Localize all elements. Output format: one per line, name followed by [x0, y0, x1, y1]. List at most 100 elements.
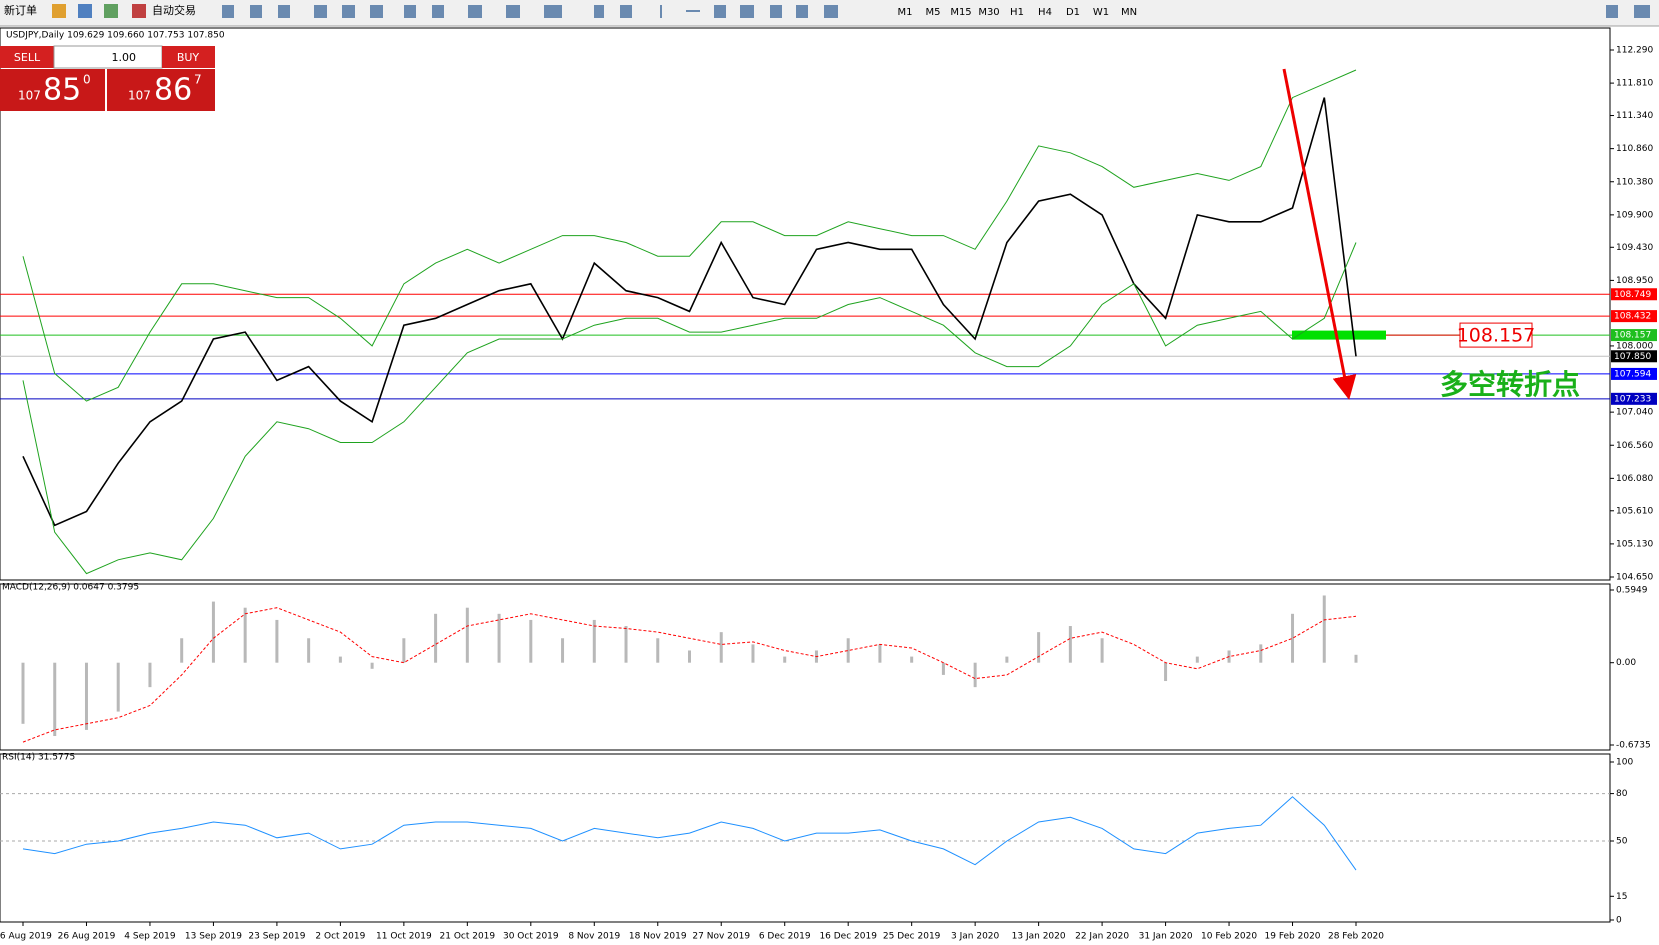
timeframe-bar: M1 M5 M15 M30 H1 H4 D1 W1 MN [898, 7, 1138, 18]
level-tag [1611, 367, 1657, 380]
sell-button[interactable] [0, 46, 54, 68]
macd-bar [1259, 644, 1263, 663]
y-tick-label: 104.650 [1616, 573, 1653, 583]
buy-price-box[interactable] [107, 69, 215, 111]
macd-bar [688, 650, 691, 663]
price-prefix: 107 [18, 89, 41, 103]
timeframe-button[interactable]: D1 [1066, 7, 1080, 18]
y-tick-label: 108.000 [1616, 341, 1653, 351]
buy-label[interactable]: BUY [177, 51, 200, 64]
buy-button[interactable] [162, 46, 215, 68]
indicator-line [22, 69, 1357, 402]
annotation-label: 108.157 [1457, 325, 1536, 347]
level-tag-label: 107.850 [1614, 352, 1651, 362]
y-tick-label: 0.5949 [1616, 586, 1648, 596]
timeframe-button[interactable]: M30 [978, 7, 999, 18]
y-tick-label: 109.430 [1616, 243, 1653, 253]
price-panel [0, 27, 1611, 581]
sell-price-box[interactable] [0, 69, 105, 111]
macd-bar [211, 601, 215, 663]
macd-bar [1322, 595, 1326, 663]
macd-bar [307, 638, 311, 663]
macd-bar [1291, 613, 1295, 663]
macd-bar [973, 662, 977, 688]
timeframe-button[interactable]: M15 [950, 7, 971, 18]
rsi-panel [0, 753, 1611, 923]
macd-panel [0, 583, 1611, 751]
new-order-button[interactable]: 新订单 [4, 3, 37, 17]
macd-bar [53, 662, 57, 737]
panel-title: RSI(14) 31.5775 [2, 753, 75, 763]
auto-trading-button[interactable]: 自动交易 [152, 3, 196, 17]
macd-bar [1164, 662, 1168, 682]
macd-bar [941, 662, 945, 675]
macd-bar [497, 613, 501, 663]
y-tick-label: 50 [1616, 837, 1628, 847]
price-big: 85 [43, 73, 81, 108]
lot-input[interactable] [53, 45, 163, 69]
icon[interactable] [132, 4, 146, 18]
timeframe-button[interactable]: H1 [1010, 7, 1024, 18]
x-tick-label: 11 Oct 2019 [376, 932, 432, 942]
timeframe-button[interactable]: M1 [898, 7, 913, 18]
x-tick-label: 13 Sep 2019 [185, 932, 242, 942]
macd-bar [878, 644, 882, 663]
indicator-line [22, 607, 1357, 743]
x-tick-label: 10 Feb 2020 [1201, 932, 1257, 942]
tool-icons [222, 5, 1650, 18]
macd-bar [116, 662, 120, 712]
x-tick-label: 19 Feb 2020 [1265, 932, 1321, 942]
level-tag [1611, 329, 1657, 342]
y-tick-label: 106.080 [1616, 474, 1653, 484]
level-tag-label: 108.749 [1614, 290, 1651, 300]
y-tick-label: 107.040 [1616, 408, 1653, 418]
macd-bar [1195, 656, 1199, 663]
chart-header: USDJPY,Daily 109.629 109.660 107.753 107… [6, 31, 225, 41]
level-tag-label: 107.594 [1614, 369, 1651, 379]
sell-label[interactable]: SELL [14, 51, 41, 64]
lot-value[interactable]: 1.00 [112, 51, 137, 64]
indicator-line [22, 796, 1357, 871]
level-tag-label: 107.233 [1614, 394, 1651, 404]
x-tick-label: 3 Jan 2020 [951, 932, 999, 942]
x-tick-label: 23 Sep 2019 [248, 932, 305, 942]
x-tick-label: 28 Feb 2020 [1328, 932, 1384, 942]
y-tick-label: 106.560 [1616, 441, 1653, 451]
y-tick-label: 0 [1616, 916, 1622, 926]
y-tick-label: 15 [1616, 892, 1627, 902]
y-tick-label: 100 [1616, 758, 1633, 768]
macd-bar [846, 638, 850, 663]
x-tick-label: 31 Jan 2020 [1139, 932, 1193, 942]
icon[interactable] [78, 4, 92, 18]
x-tick-label: 21 Oct 2019 [440, 932, 496, 942]
annotation-box [1459, 322, 1533, 348]
level-tag-label: 108.157 [1614, 331, 1651, 341]
x-tick-label: 6 Dec 2019 [759, 932, 811, 942]
timeframe-button[interactable]: H4 [1038, 7, 1052, 18]
macd-bar [719, 632, 723, 663]
macd-bar [783, 656, 787, 663]
x-tick-label: 26 Aug 2019 [58, 932, 116, 942]
icon[interactable] [104, 4, 118, 18]
macd-bar [1037, 632, 1041, 663]
icon[interactable] [52, 4, 66, 18]
price-big: 86 [154, 73, 192, 108]
macd-bar [370, 662, 374, 669]
x-tick-label: 13 Jan 2020 [1012, 932, 1066, 942]
macd-bar [751, 644, 755, 663]
timeframe-button[interactable]: MN [1121, 7, 1137, 18]
timeframe-button[interactable]: W1 [1093, 7, 1109, 18]
y-tick-label: 105.130 [1616, 539, 1653, 549]
support-bar [1292, 330, 1386, 340]
macd-bar [465, 607, 469, 663]
x-tick-label: 22 Jan 2020 [1075, 932, 1129, 942]
x-tick-label: 27 Nov 2019 [692, 932, 750, 942]
y-tick-label: 108.950 [1616, 276, 1653, 286]
macd-bar [1005, 656, 1009, 663]
macd-bar [338, 656, 342, 663]
x-tick-label: 2 Oct 2019 [315, 932, 365, 942]
macd-bar [592, 619, 596, 663]
timeframe-button[interactable]: M5 [926, 7, 941, 18]
x-tick-label: 4 Sep 2019 [124, 932, 176, 942]
macd-bar [84, 662, 88, 730]
